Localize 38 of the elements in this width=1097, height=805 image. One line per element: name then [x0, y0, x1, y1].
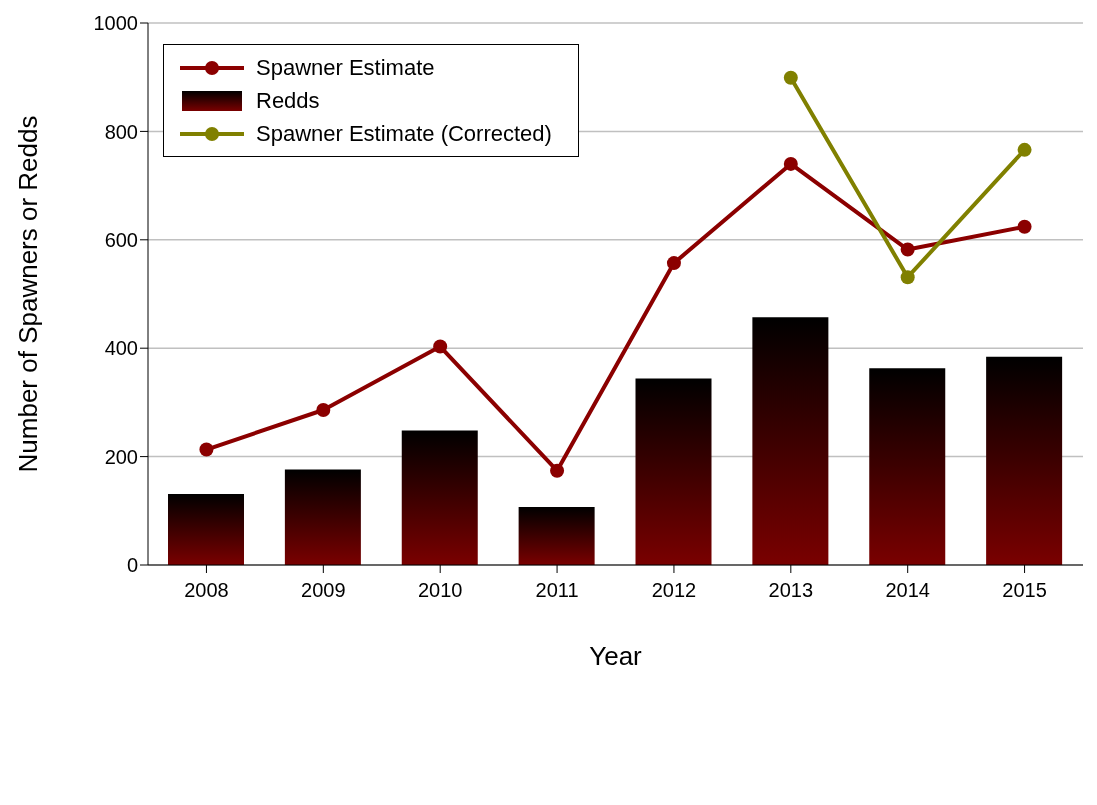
point: [1017, 219, 1032, 234]
point: [199, 442, 214, 457]
x-tick-label: 2009: [301, 579, 346, 602]
y-tick-label: 600: [104, 228, 138, 251]
y-tick-label: 800: [104, 120, 138, 143]
point: [316, 402, 331, 417]
y-tick-label: 0: [126, 554, 138, 577]
legend-label: Spawner Estimate (Corrected): [256, 120, 552, 147]
point: [783, 156, 798, 171]
y-tick-label: 200: [104, 445, 138, 468]
point: [666, 256, 681, 271]
y-axis-title: Number of Spawners or Redds: [13, 115, 44, 473]
x-tick-label: 2012: [651, 579, 697, 602]
x-tick-label: 2015: [1002, 579, 1047, 602]
legend-label: Spawner Estimate: [256, 54, 435, 81]
legend-label: Redds: [256, 87, 320, 114]
point: [783, 70, 798, 85]
point: [900, 270, 915, 285]
bar: [284, 469, 361, 565]
bar: [869, 368, 946, 565]
point: [1017, 142, 1032, 157]
bar: [635, 378, 712, 565]
x-tick-label: 2013: [768, 579, 814, 602]
y-tick-label: 400: [104, 337, 138, 360]
x-axis-title: Year: [589, 641, 643, 671]
point: [550, 463, 565, 478]
point: [433, 339, 448, 354]
y-tick-label: 1000: [93, 12, 138, 35]
x-tick-label: 2008: [184, 579, 229, 602]
point: [900, 242, 915, 257]
bar: [401, 430, 478, 565]
x-tick-label: 2014: [885, 579, 930, 602]
bar: [518, 507, 595, 565]
x-tick-label: 2011: [535, 579, 579, 602]
bar: [986, 356, 1063, 565]
bar: [168, 494, 244, 565]
bar: [752, 317, 829, 565]
x-tick-label: 2010: [417, 579, 463, 602]
